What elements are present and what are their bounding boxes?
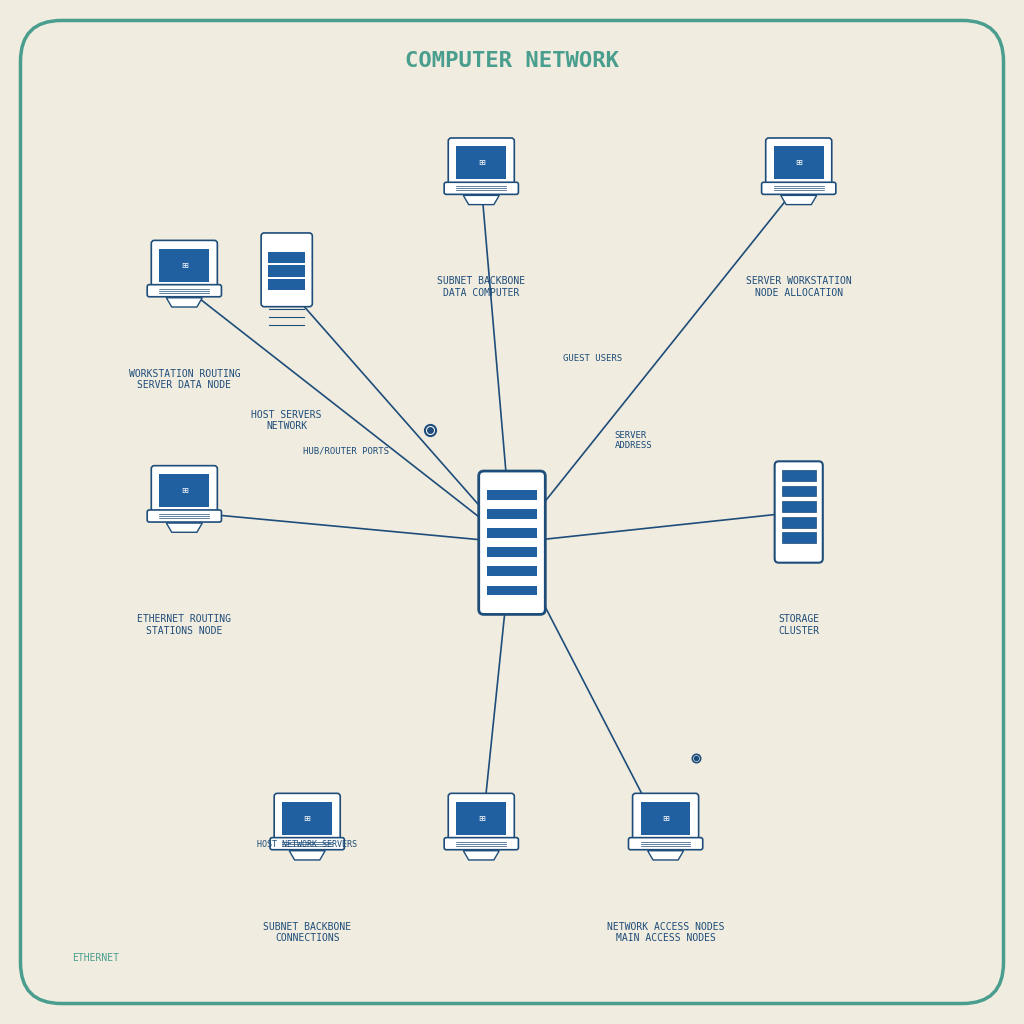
Text: SERVER WORKSTATION
NODE ALLOCATION: SERVER WORKSTATION NODE ALLOCATION bbox=[745, 276, 852, 298]
FancyBboxPatch shape bbox=[487, 510, 537, 519]
FancyBboxPatch shape bbox=[487, 528, 537, 538]
FancyBboxPatch shape bbox=[457, 802, 506, 835]
Text: ⊞: ⊞ bbox=[181, 485, 187, 495]
Polygon shape bbox=[166, 298, 203, 307]
FancyBboxPatch shape bbox=[766, 138, 831, 187]
FancyBboxPatch shape bbox=[478, 471, 545, 614]
Text: SUBNET BACKBONE
CONNECTIONS: SUBNET BACKBONE CONNECTIONS bbox=[263, 922, 351, 943]
FancyBboxPatch shape bbox=[487, 586, 537, 595]
FancyBboxPatch shape bbox=[270, 838, 344, 850]
FancyBboxPatch shape bbox=[782, 470, 816, 481]
FancyBboxPatch shape bbox=[268, 279, 305, 290]
FancyBboxPatch shape bbox=[444, 182, 518, 195]
FancyBboxPatch shape bbox=[147, 510, 221, 522]
FancyBboxPatch shape bbox=[487, 490, 537, 500]
FancyBboxPatch shape bbox=[20, 20, 1004, 1004]
Text: SUBNET BACKBONE
DATA COMPUTER: SUBNET BACKBONE DATA COMPUTER bbox=[437, 276, 525, 298]
FancyBboxPatch shape bbox=[274, 794, 340, 843]
Text: ⊞: ⊞ bbox=[663, 813, 669, 822]
FancyBboxPatch shape bbox=[268, 265, 305, 276]
FancyBboxPatch shape bbox=[782, 485, 816, 497]
FancyBboxPatch shape bbox=[160, 249, 209, 282]
FancyBboxPatch shape bbox=[152, 241, 217, 290]
Text: COMPUTER NETWORK: COMPUTER NETWORK bbox=[406, 51, 618, 72]
FancyBboxPatch shape bbox=[641, 802, 690, 835]
FancyBboxPatch shape bbox=[762, 182, 836, 195]
FancyBboxPatch shape bbox=[449, 138, 514, 187]
Text: WORKSTATION ROUTING
SERVER DATA NODE: WORKSTATION ROUTING SERVER DATA NODE bbox=[128, 369, 241, 390]
FancyBboxPatch shape bbox=[629, 838, 702, 850]
FancyBboxPatch shape bbox=[152, 466, 217, 515]
Text: ETHERNET: ETHERNET bbox=[72, 952, 119, 963]
Text: ⊞: ⊞ bbox=[304, 813, 310, 822]
Polygon shape bbox=[166, 523, 203, 532]
Text: GUEST USERS: GUEST USERS bbox=[563, 354, 623, 362]
FancyBboxPatch shape bbox=[444, 838, 518, 850]
FancyBboxPatch shape bbox=[457, 146, 506, 179]
FancyBboxPatch shape bbox=[775, 461, 823, 563]
Text: NETWORK ACCESS NODES
MAIN ACCESS NODES: NETWORK ACCESS NODES MAIN ACCESS NODES bbox=[607, 922, 724, 943]
Text: ⊞: ⊞ bbox=[796, 158, 802, 167]
Text: ⊞: ⊞ bbox=[181, 260, 187, 269]
Text: ⊞: ⊞ bbox=[478, 813, 484, 822]
FancyBboxPatch shape bbox=[160, 474, 209, 507]
FancyBboxPatch shape bbox=[633, 794, 698, 843]
Polygon shape bbox=[647, 851, 684, 860]
Text: ETHERNET ROUTING
STATIONS NODE: ETHERNET ROUTING STATIONS NODE bbox=[137, 614, 231, 636]
FancyBboxPatch shape bbox=[782, 501, 816, 512]
Polygon shape bbox=[463, 196, 500, 205]
FancyBboxPatch shape bbox=[283, 802, 332, 835]
FancyBboxPatch shape bbox=[782, 517, 816, 527]
Text: ⊞: ⊞ bbox=[478, 158, 484, 167]
Polygon shape bbox=[780, 196, 817, 205]
FancyBboxPatch shape bbox=[147, 285, 221, 297]
FancyBboxPatch shape bbox=[449, 794, 514, 843]
FancyBboxPatch shape bbox=[782, 532, 816, 543]
FancyBboxPatch shape bbox=[774, 146, 823, 179]
FancyBboxPatch shape bbox=[487, 548, 537, 557]
Polygon shape bbox=[289, 851, 326, 860]
Text: HOST SERVERS
NETWORK: HOST SERVERS NETWORK bbox=[252, 410, 322, 431]
Text: HOST NETWORK SERVERS: HOST NETWORK SERVERS bbox=[257, 840, 357, 849]
Text: HUB/ROUTER PORTS: HUB/ROUTER PORTS bbox=[303, 446, 389, 455]
FancyBboxPatch shape bbox=[261, 233, 312, 307]
Text: STORAGE
CLUSTER: STORAGE CLUSTER bbox=[778, 614, 819, 636]
Polygon shape bbox=[463, 851, 500, 860]
Text: SERVER
ADDRESS: SERVER ADDRESS bbox=[614, 431, 652, 450]
FancyBboxPatch shape bbox=[268, 252, 305, 263]
FancyBboxPatch shape bbox=[487, 566, 537, 575]
